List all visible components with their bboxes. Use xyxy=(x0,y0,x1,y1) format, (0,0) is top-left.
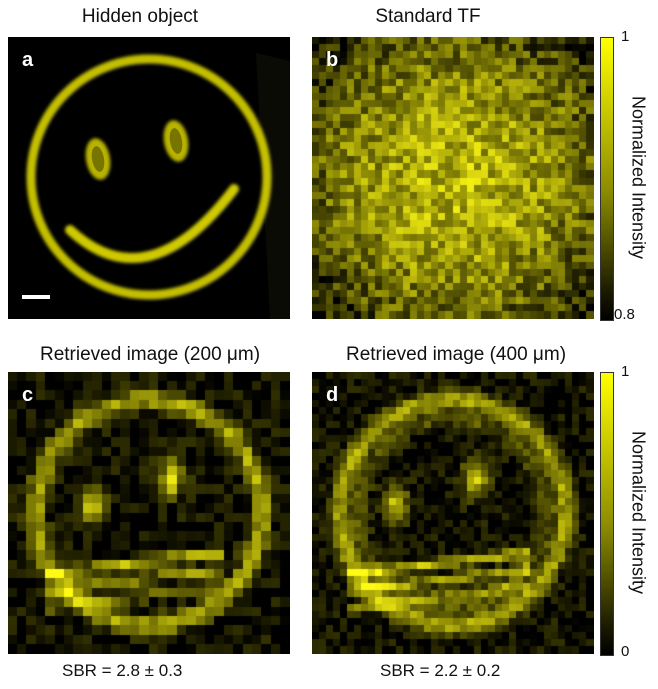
standard-tf-image: b xyxy=(312,37,594,319)
pixelated-smiley-reconstruction xyxy=(312,372,594,654)
retrieved-image-400um: d xyxy=(312,372,594,654)
colorbar-bottom xyxy=(600,372,614,656)
colorbar-bottom-min: 0 xyxy=(621,643,630,660)
panel-a-title: Hidden object xyxy=(81,6,199,27)
retrieved-image-200um: c xyxy=(8,372,290,654)
panel-d-letter: d xyxy=(326,384,339,406)
panel-c-letter: c xyxy=(22,384,34,406)
panel-a-letter: a xyxy=(22,49,34,71)
panel-b-letter: b xyxy=(326,49,339,71)
colorbar-bottom-max: 1 xyxy=(621,363,630,380)
colorbar-top-max: 1 xyxy=(621,28,630,45)
smiley-face-graphic xyxy=(26,53,290,319)
scale-bar xyxy=(22,295,50,299)
panel-b-title: Standard TF xyxy=(375,6,481,27)
colorbar-bottom-label: Normalized Intensity xyxy=(628,430,649,595)
colorbar-top-min: 0.8 xyxy=(614,306,635,323)
panel-c-title: Retrieved image (200 μm) xyxy=(39,344,261,365)
colorbar-top xyxy=(600,37,614,321)
speckle-noise-pattern xyxy=(312,37,594,319)
sbr-d: SBR = 2.2 ± 0.2 xyxy=(380,661,501,680)
sbr-c: SBR = 2.8 ± 0.3 xyxy=(62,661,183,680)
pixelated-smiley-reconstruction xyxy=(8,372,290,654)
panel-d-title: Retrieved image (400 μm) xyxy=(345,344,567,365)
hidden-object-image: a xyxy=(8,37,290,319)
colorbar-top-label: Normalized Intensity xyxy=(628,95,649,260)
